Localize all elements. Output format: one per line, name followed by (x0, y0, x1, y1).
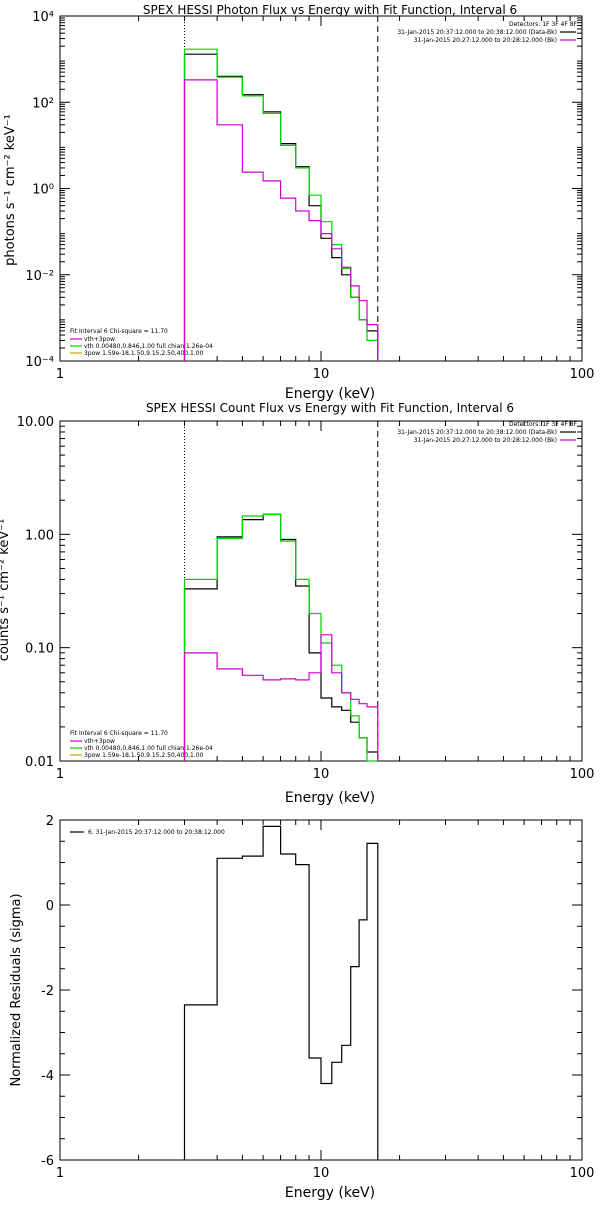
x-tick-label: 10 (313, 1166, 330, 1181)
chart-title: SPEX HESSI Count Flux vs Energy with Fit… (146, 401, 514, 415)
fit-legend-header: Fit Interval 6 Chi-square = 11.70 (70, 328, 168, 335)
x-axis-label: Energy (keV) (285, 1185, 375, 1200)
y-axis-label: photons s⁻¹ cm⁻² keV⁻¹ (3, 114, 18, 266)
fit-legend-entry-total: vth+3pow (84, 738, 115, 745)
legend-entry-data-bk: 31-Jan-2015 20:37:12.000 to 20:38:12.000… (397, 429, 557, 436)
x-tick-label: 10 (313, 367, 330, 382)
x-axis-label: Energy (keV) (285, 386, 375, 402)
y-tick-label: 0 (46, 899, 54, 914)
count-flux-panel: SPEX HESSI Count Flux vs Energy with Fit… (0, 401, 594, 806)
x-tick-label: 1 (56, 367, 64, 382)
y-tick-label: 10² (32, 96, 54, 111)
spectrum-series-2 (183, 634, 379, 761)
fit-legend-entry-3pow: 3pow 1.59e-18,1.50,9.15,2.50,400,1.00 (84, 350, 204, 357)
spectrum-series-0 (183, 825, 379, 1160)
fit-legend-entry-vth: vth 0.00480,0.846,1.00 full chian 1.26e-… (84, 745, 213, 752)
legend-detectors-header: Detectors: 1F 3F 4F 8F (509, 21, 578, 28)
spectrum-series-1 (183, 48, 379, 361)
x-tick-label: 100 (570, 1166, 595, 1181)
y-tick-label: -2 (41, 984, 54, 999)
spectrum-series-2 (183, 79, 379, 361)
legend-detectors-header: Detectors: 1F 3F 4F 8F (509, 421, 578, 428)
y-tick-label: -4 (41, 1069, 54, 1084)
x-tick-label: 1 (56, 767, 64, 782)
legend-entry-bk: 31-Jan-2015 20:27:12.000 to 20:28:12.000… (414, 37, 557, 44)
y-tick-label: 10⁴ (32, 10, 54, 25)
y-axis-label: Normalized Residuals (sigma) (9, 893, 24, 1086)
fit-legend-entry-total: vth+3pow (84, 336, 115, 343)
y-tick-label: 0.10 (25, 642, 54, 657)
fit-legend-header: Fit Interval 6 Chi-square = 11.70 (70, 730, 168, 737)
y-axis-label: counts s⁻¹ cm⁻² keV⁻¹ (0, 519, 12, 662)
fit-legend-entry-3pow: 3pow 1.59e-18,1.50,9.15,2.50,400,1.00 (84, 752, 204, 759)
y-tick-label: 10⁻² (25, 269, 54, 284)
residual-legend-entry: 6. 31-Jan-2015 20:37:12.000 to 20:38:12.… (88, 829, 225, 836)
legend-entry-bk: 31-Jan-2015 20:27:12.000 to 20:28:12.000… (414, 437, 557, 444)
fit-legend-entry-vth: vth 0.00480,0.846,1.00 full chian 1.26e-… (84, 343, 213, 350)
chart-title: SPEX HESSI Photon Flux vs Energy with Fi… (143, 3, 517, 17)
x-axis-label: Energy (keV) (285, 790, 375, 806)
y-tick-label: 10⁻⁴ (25, 355, 54, 370)
y-tick-label: 1.00 (25, 528, 54, 543)
y-tick-label: 10⁰ (32, 183, 54, 198)
y-tick-label: 0.01 (25, 755, 54, 770)
x-tick-label: 1 (56, 1166, 64, 1181)
y-tick-label: 2 (46, 814, 54, 829)
x-tick-label: 100 (570, 767, 595, 782)
y-tick-label: -6 (41, 1154, 54, 1169)
photon-flux-panel: SPEX HESSI Photon Flux vs Energy with Fi… (3, 3, 594, 402)
x-tick-label: 100 (570, 367, 595, 382)
x-tick-label: 10 (313, 767, 330, 782)
y-tick-label: 10.00 (17, 415, 54, 430)
spectrum-series-1 (183, 513, 378, 762)
residuals-panel: Energy (keV) Normalized Residuals (sigma… (9, 814, 595, 1201)
legend-entry-data-bk: 31-Jan-2015 20:37:12.000 to 20:38:12.000… (397, 29, 557, 36)
